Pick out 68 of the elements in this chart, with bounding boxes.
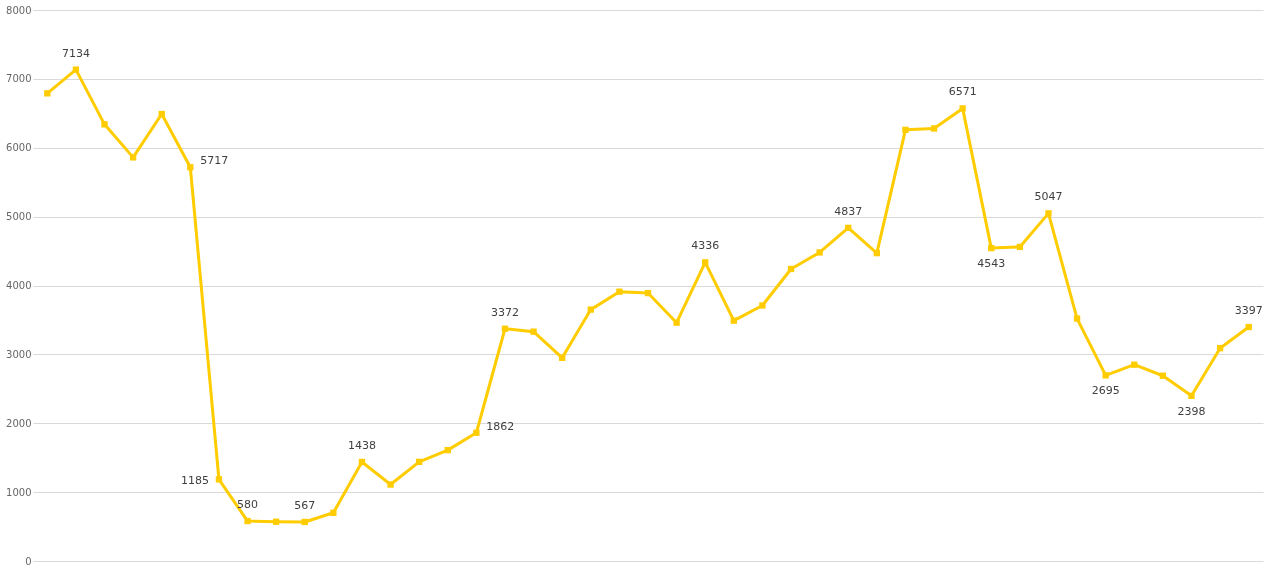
point bbox=[1245, 323, 1252, 331]
point bbox=[301, 518, 308, 526]
point bbox=[873, 249, 880, 257]
point bbox=[1159, 372, 1167, 379]
y-tick-label: 1000 bbox=[6, 486, 32, 498]
point bbox=[444, 446, 451, 454]
point bbox=[187, 164, 194, 171]
data-label: 567 bbox=[294, 498, 316, 512]
point bbox=[215, 476, 223, 483]
point bbox=[902, 126, 909, 134]
data-label: 1438 bbox=[347, 438, 376, 452]
point bbox=[1216, 345, 1224, 352]
point bbox=[759, 302, 766, 309]
y-tick-label: 7000 bbox=[6, 73, 32, 85]
point bbox=[845, 224, 852, 232]
point bbox=[473, 429, 480, 436]
point bbox=[244, 517, 251, 525]
point bbox=[1073, 315, 1081, 322]
point bbox=[416, 458, 423, 465]
data-label: 5717 bbox=[200, 154, 229, 168]
point bbox=[644, 289, 652, 297]
y-tick-label: 2000 bbox=[6, 417, 32, 429]
data-label: 580 bbox=[237, 498, 259, 512]
point bbox=[959, 105, 966, 112]
point bbox=[101, 121, 108, 128]
point bbox=[1102, 372, 1109, 379]
point bbox=[1016, 243, 1024, 251]
point bbox=[330, 509, 337, 516]
point bbox=[930, 125, 938, 132]
data-label: 2695 bbox=[1091, 384, 1120, 398]
point bbox=[129, 154, 137, 161]
data-label: 4837 bbox=[834, 204, 863, 218]
point bbox=[1188, 392, 1195, 399]
point bbox=[387, 481, 394, 488]
data-label: 4336 bbox=[691, 239, 720, 253]
y-tick-label: 5000 bbox=[6, 211, 32, 223]
y-tick-label: 4000 bbox=[6, 280, 32, 291]
data-label: 3372 bbox=[490, 305, 519, 319]
data-label: 5047 bbox=[1034, 190, 1063, 204]
y-tick-label: 8000 bbox=[6, 4, 32, 16]
data-label: 7134 bbox=[61, 46, 90, 60]
y-tick-label: 0 bbox=[25, 555, 32, 567]
point bbox=[787, 265, 795, 273]
y-tick-label: 6000 bbox=[6, 142, 32, 154]
point bbox=[988, 244, 995, 252]
data-label: 1185 bbox=[180, 474, 209, 488]
point bbox=[44, 90, 51, 97]
point bbox=[702, 259, 709, 266]
point bbox=[559, 354, 566, 361]
point bbox=[1045, 210, 1052, 217]
data-label: 3397 bbox=[1234, 304, 1263, 318]
point bbox=[587, 306, 594, 313]
y-tick-label: 3000 bbox=[6, 348, 32, 360]
point bbox=[272, 518, 280, 525]
point bbox=[816, 249, 823, 256]
point bbox=[530, 328, 537, 335]
point bbox=[158, 110, 165, 118]
point bbox=[730, 317, 737, 324]
point bbox=[72, 66, 80, 73]
point bbox=[358, 458, 366, 466]
data-label: 6571 bbox=[948, 85, 977, 99]
point bbox=[1131, 361, 1138, 368]
point bbox=[616, 288, 623, 295]
data-label: 1862 bbox=[486, 419, 515, 433]
data-label: 2398 bbox=[1177, 404, 1206, 418]
point bbox=[501, 325, 509, 332]
point bbox=[673, 319, 680, 326]
data-label: 4543 bbox=[977, 257, 1006, 271]
